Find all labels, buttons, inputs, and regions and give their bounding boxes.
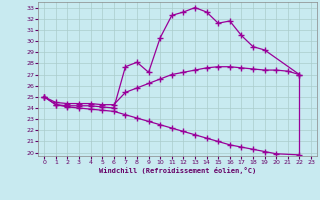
X-axis label: Windchill (Refroidissement éolien,°C): Windchill (Refroidissement éolien,°C) [99,167,256,174]
